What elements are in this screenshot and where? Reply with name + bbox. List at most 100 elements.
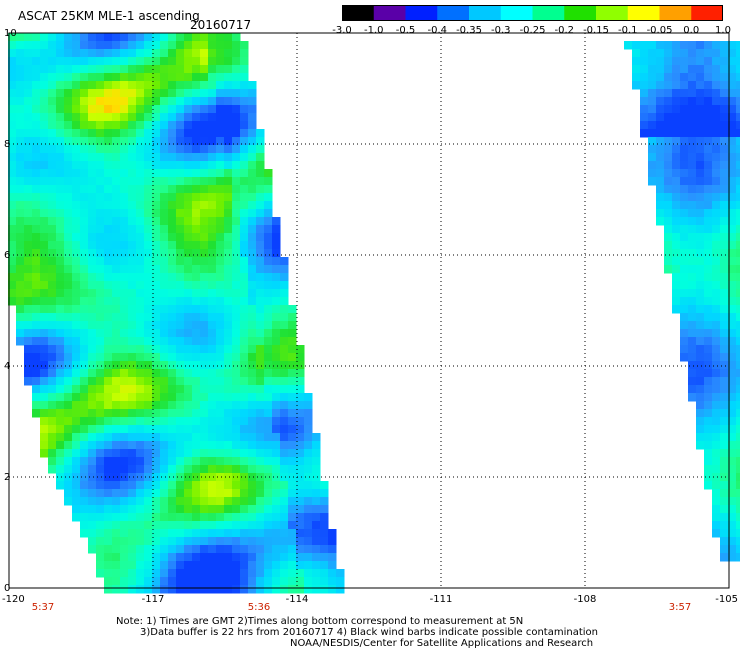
- swath-cell: [216, 281, 225, 290]
- swath-cell: [152, 401, 161, 410]
- swath-cell: [144, 33, 153, 42]
- swath-cell: [72, 449, 81, 458]
- swath-cell: [88, 385, 97, 394]
- swath-cell: [64, 113, 73, 122]
- swath-cell: [256, 545, 265, 554]
- swath-cell: [80, 433, 89, 442]
- colorbar-label: -0.5: [395, 25, 416, 36]
- swath-cell: [160, 129, 169, 138]
- swath-cell: [40, 65, 49, 74]
- swath-cell: [88, 441, 97, 450]
- swath-cell: [96, 33, 105, 42]
- swath-cell: [176, 49, 185, 58]
- swath-cell: [296, 553, 305, 562]
- swath-cell: [240, 353, 249, 362]
- swath-cell: [168, 265, 177, 274]
- swath-cell: [712, 257, 721, 266]
- swath-cell: [24, 81, 33, 90]
- swath-cell: [224, 105, 233, 114]
- swath-cell: [288, 457, 297, 466]
- swath-cell: [688, 105, 697, 114]
- swath-cell: [136, 217, 145, 226]
- swath-cell: [168, 145, 177, 154]
- swath-cell: [168, 561, 177, 570]
- swath-cell: [176, 457, 185, 466]
- swath-cell: [96, 433, 105, 442]
- swath-cell: [256, 305, 265, 314]
- swath-cell: [128, 569, 137, 578]
- swath-cell: [224, 113, 233, 122]
- swath-cell: [664, 137, 673, 146]
- swath-cell: [144, 497, 153, 506]
- swath-cell: [112, 265, 121, 274]
- swath-cell: [104, 241, 113, 250]
- swath-cell: [680, 201, 689, 210]
- swath-cell: [16, 185, 25, 194]
- swath-cell: [176, 41, 185, 50]
- swath-cell: [280, 353, 289, 362]
- swath-cell: [216, 49, 225, 58]
- swath-cell: [200, 473, 209, 482]
- swath-cell: [176, 113, 185, 122]
- swath-cell: [720, 441, 729, 450]
- swath-cell: [8, 89, 17, 98]
- swath-cell: [56, 97, 65, 106]
- swath-cell: [240, 553, 249, 562]
- swath-cell: [136, 505, 145, 514]
- swath-cell: [712, 369, 721, 378]
- swath-cell: [272, 457, 281, 466]
- swath-cell: [640, 65, 649, 74]
- colorbar-swatch: [469, 5, 502, 21]
- swath-cell: [216, 257, 225, 266]
- swath-cell: [664, 89, 673, 98]
- map-title: ASCAT 25KM MLE-1 ascending: [18, 9, 200, 23]
- swath-cell: [640, 73, 649, 82]
- swath-cell: [192, 569, 201, 578]
- swath-cell: [160, 65, 169, 74]
- swath-cell: [128, 177, 137, 186]
- swath-cell: [72, 369, 81, 378]
- swath-cell: [40, 81, 49, 90]
- swath-cell: [200, 433, 209, 442]
- swath-cell: [728, 273, 737, 282]
- swath-cell: [184, 545, 193, 554]
- swath-cell: [256, 345, 265, 354]
- swath-cell: [216, 433, 225, 442]
- swath-cell: [648, 81, 657, 90]
- swath-cell: [120, 41, 129, 50]
- swath-cell: [152, 161, 161, 170]
- swath-cell: [696, 129, 705, 138]
- swath-cell: [136, 425, 145, 434]
- swath-cell: [160, 265, 169, 274]
- swath-cell: [688, 185, 697, 194]
- swath-cell: [712, 241, 721, 250]
- swath-cell: [136, 41, 145, 50]
- swath-cell: [736, 137, 740, 146]
- swath-cell: [264, 385, 273, 394]
- swath-cell: [168, 433, 177, 442]
- swath-cell: [160, 33, 169, 42]
- swath-cell: [680, 81, 689, 90]
- swath-cell: [184, 321, 193, 330]
- swath-cell: [192, 537, 201, 546]
- swath-cell: [680, 177, 689, 186]
- swath-cell: [96, 145, 105, 154]
- swath-cell: [216, 585, 225, 594]
- swath-cell: [704, 353, 713, 362]
- swath-cell: [688, 353, 697, 362]
- swath-cell: [224, 137, 233, 146]
- swath-cell: [200, 113, 209, 122]
- swath-cell: [216, 193, 225, 202]
- swath-cell: [696, 65, 705, 74]
- swath-cell: [200, 337, 209, 346]
- swath-cell: [728, 265, 737, 274]
- swath-cell: [24, 89, 33, 98]
- swath-cell: [728, 113, 737, 122]
- swath-cell: [88, 33, 97, 42]
- swath-cell: [104, 185, 113, 194]
- swath-cell: [72, 185, 81, 194]
- swath-cell: [168, 449, 177, 458]
- swath-cell: [168, 521, 177, 530]
- swath-cell: [40, 217, 49, 226]
- swath-cell: [224, 161, 233, 170]
